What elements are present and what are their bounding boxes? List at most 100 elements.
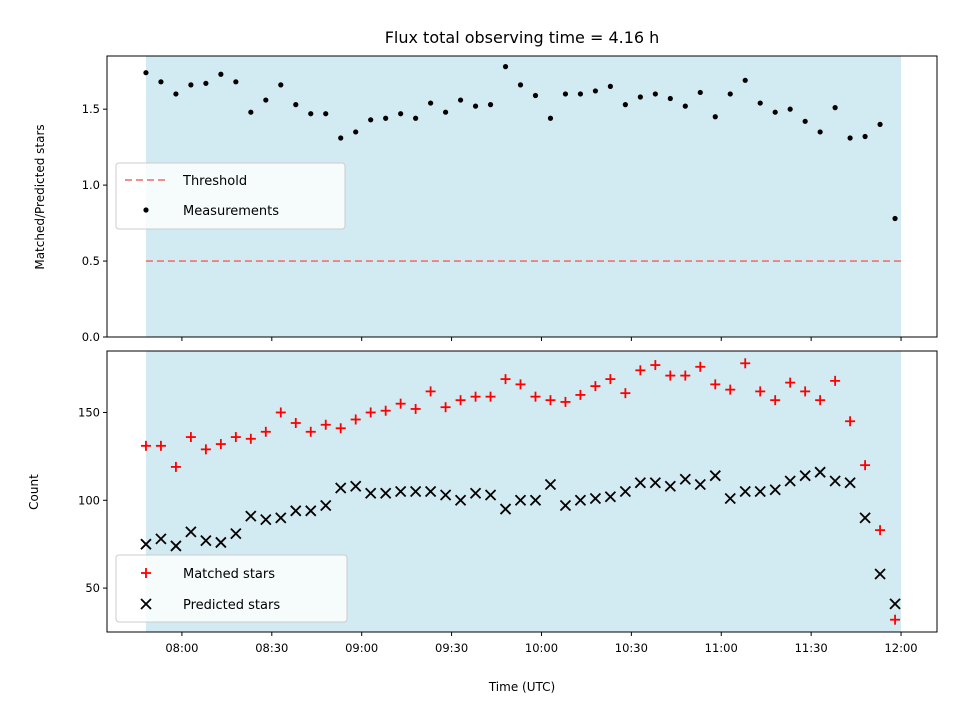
cross-b	[439, 489, 452, 501]
cross-b	[245, 510, 257, 522]
matched-star-point	[620, 388, 631, 399]
predicted-star-point	[424, 485, 437, 498]
matched-star-point	[650, 360, 661, 371]
y-tick-label: 100	[78, 493, 100, 507]
predicted-star-point	[185, 526, 197, 538]
measurement-point	[622, 102, 628, 108]
measurement-point	[293, 102, 299, 108]
measurement-point	[338, 135, 344, 141]
matched-star-point	[665, 370, 676, 381]
matched-star-point	[500, 374, 511, 385]
measurement-point	[413, 115, 419, 121]
predicted-star-point	[454, 494, 467, 506]
matched-star-point	[395, 398, 406, 409]
measurement-point	[652, 91, 658, 97]
measurement-point	[847, 135, 853, 141]
legend-measurements-label: Measurements	[183, 204, 279, 219]
matched-star-point	[335, 423, 346, 434]
matched-star-point	[155, 440, 166, 451]
measurement-point	[158, 79, 164, 85]
cross-b	[559, 499, 572, 512]
matched-star-point	[440, 402, 451, 413]
measurement-point	[442, 109, 449, 115]
matched-star-point	[185, 432, 196, 443]
matched-star-point	[725, 384, 736, 395]
measurement-point	[323, 111, 329, 117]
axes-frame	[106, 55, 938, 338]
measurement-point	[532, 92, 539, 99]
matched-star-point	[605, 374, 616, 385]
measurement-point	[547, 115, 554, 121]
legend-predicted-label: Predicted stars	[183, 598, 280, 613]
cross-b	[320, 499, 332, 512]
cross-b	[799, 470, 811, 482]
x-tick-label: 09:30	[435, 641, 468, 655]
predicted-star-point	[514, 494, 527, 506]
matched-star-point	[260, 426, 271, 437]
cross-b	[290, 505, 302, 517]
cross-b	[829, 475, 841, 487]
cross-b	[814, 466, 826, 478]
measurement-point	[787, 106, 793, 112]
cross-b	[260, 513, 272, 526]
predicted-star-point	[844, 477, 856, 489]
predicted-star-point	[799, 470, 811, 482]
matched-star-point	[695, 361, 706, 372]
y-tick-label: 0.0	[82, 330, 100, 344]
measurement-point	[248, 109, 254, 115]
measurement-point	[802, 118, 808, 124]
predicted-star-point	[335, 482, 347, 494]
cross-b	[335, 482, 347, 494]
cross-b	[514, 494, 527, 506]
matched-star-point	[485, 391, 496, 402]
y-tick-label: 50	[85, 581, 100, 595]
matched-star-point	[365, 407, 376, 418]
cross-b	[454, 494, 467, 506]
measurement-point	[218, 71, 224, 77]
cross-b	[574, 494, 587, 506]
cross-b	[664, 480, 676, 492]
legend-predicted-swatch	[140, 598, 152, 610]
matched-star-point	[275, 407, 286, 418]
cross-b	[230, 528, 242, 540]
measurement-point	[637, 94, 643, 100]
x-tick-label: 10:30	[615, 641, 648, 655]
measurement-point	[667, 95, 673, 102]
cross-b	[874, 568, 886, 580]
predicted-star-point	[709, 470, 721, 482]
cross-b	[155, 533, 167, 545]
measurement-point	[398, 111, 404, 117]
cross-b	[350, 480, 362, 492]
predicted-star-point	[215, 536, 227, 549]
cross-b	[589, 492, 602, 505]
matched-star-point	[545, 395, 556, 406]
measurement-point	[428, 100, 434, 106]
axes-frame	[106, 350, 938, 633]
predicted-star-point	[260, 513, 272, 526]
predicted-star-point	[544, 478, 557, 491]
measurement-point	[368, 117, 374, 123]
cross-b	[395, 485, 407, 498]
predicted-star-point	[784, 475, 796, 487]
y-tick-label: 150	[78, 405, 100, 419]
cross-b	[859, 512, 871, 524]
x-axis-label: Time (UTC)	[488, 680, 555, 694]
cross-b	[769, 484, 781, 496]
x-tick-label: 10:00	[525, 641, 558, 655]
cross-b	[484, 489, 497, 501]
legend-matched-swatch	[141, 568, 151, 578]
cross-b	[724, 492, 736, 505]
predicted-star-point	[469, 487, 482, 499]
predicted-star-point	[649, 477, 661, 489]
predicted-star-point	[694, 478, 706, 491]
measurement-point	[188, 82, 194, 88]
predicted-star-point	[814, 466, 826, 478]
matched-star-point	[590, 381, 601, 392]
legend-measurements-swatch	[143, 207, 149, 213]
predicted-star-point	[604, 491, 617, 503]
predicted-star-point	[245, 510, 257, 522]
measurement-point	[892, 215, 898, 222]
measurement-point	[877, 121, 883, 127]
predicted-star-point	[439, 489, 452, 501]
cross-b	[529, 494, 542, 506]
